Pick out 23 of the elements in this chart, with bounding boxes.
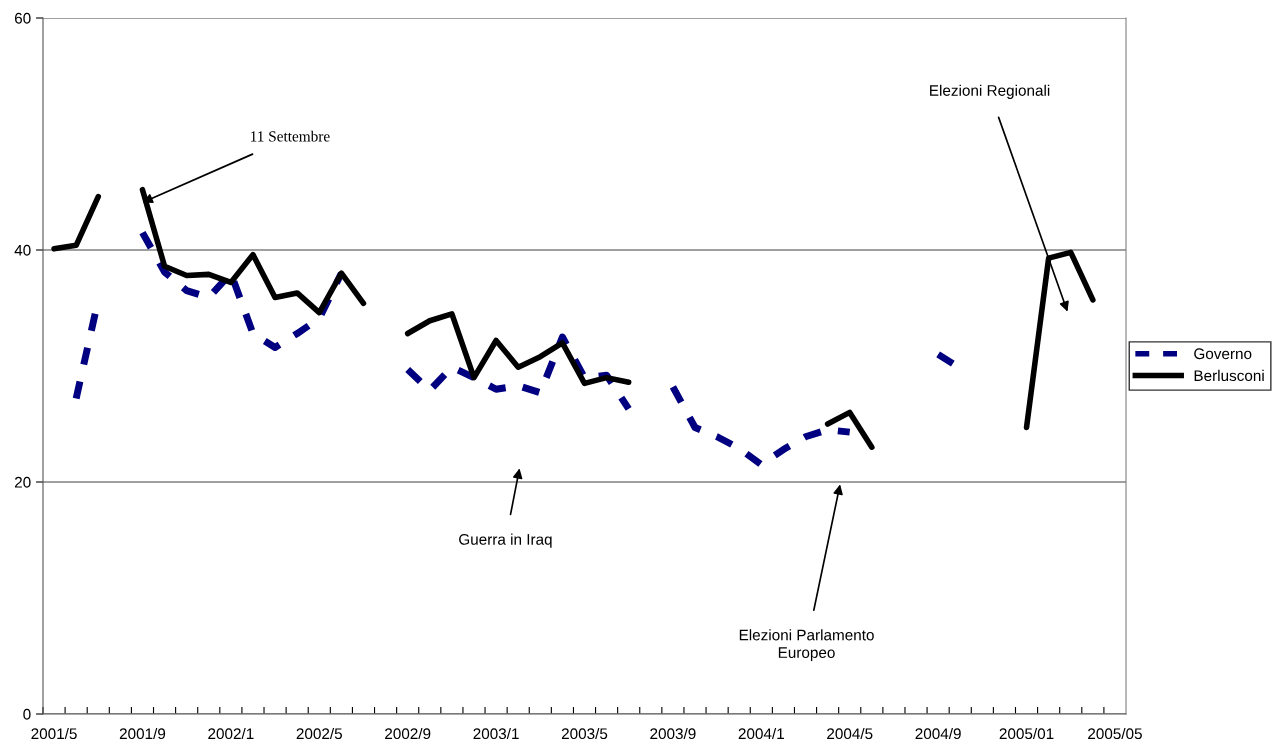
x-tick-label: 2004/9 <box>915 727 961 740</box>
x-tick-label: 2001/5 <box>31 727 77 740</box>
annotation: Elezioni Regionali <box>930 84 1050 99</box>
legend-label: Berlusconi <box>1194 369 1264 382</box>
y-tick-label: 60 <box>14 12 31 24</box>
y-tick-label: 0 <box>23 708 31 720</box>
x-tick-label: 2004/1 <box>738 727 784 740</box>
x-tick-label: 2005/05 <box>1088 727 1142 740</box>
x-tick-label: 2003/9 <box>650 727 696 740</box>
x-tick-label: 2003/1 <box>473 727 519 740</box>
x-tick-label: 2002/1 <box>208 727 254 740</box>
x-tick-label: 2001/9 <box>119 727 166 740</box>
x-tick-label: 2004/5 <box>827 727 873 740</box>
x-tick-label: 2002/9 <box>385 727 431 740</box>
y-tick-label: 40 <box>14 244 31 256</box>
annotation: 11 Settembre <box>251 130 330 142</box>
legend-label: Governo <box>1194 348 1252 360</box>
annotation: Elezioni Parlamento Europeo <box>739 629 874 661</box>
x-tick-label: 2002/5 <box>296 727 342 740</box>
annotation: Guerra in Iraq <box>459 533 552 548</box>
x-tick-label: 2005/01 <box>999 727 1054 740</box>
y-tick-label: 20 <box>14 476 31 488</box>
x-tick-label: 2003/5 <box>561 727 608 740</box>
